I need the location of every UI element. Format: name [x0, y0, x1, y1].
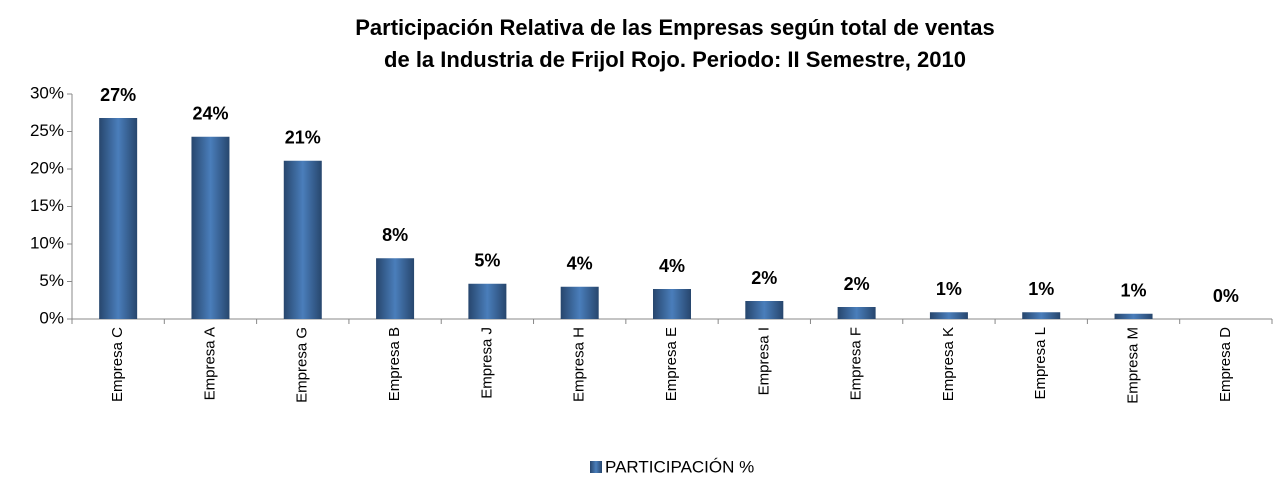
y-tick-label: 15%: [30, 196, 64, 215]
value-label: 5%: [474, 251, 500, 271]
value-label: 1%: [936, 279, 962, 299]
bar: [283, 160, 322, 319]
y-tick-label: 10%: [30, 233, 64, 252]
y-tick-label: 20%: [30, 158, 64, 177]
x-tick-label: Empresa L: [1032, 327, 1049, 400]
bar: [468, 283, 507, 319]
x-tick-label: Empresa M: [1125, 327, 1142, 404]
chart-title: Participación Relativa de las Empresas s…: [355, 15, 994, 40]
value-label: 8%: [382, 225, 408, 245]
legend-swatch: [590, 461, 602, 473]
bar: [1114, 313, 1153, 319]
value-label: 24%: [192, 104, 228, 124]
bar: [653, 289, 691, 319]
value-label: 0%: [1213, 286, 1239, 306]
x-tick-label: Empresa I: [755, 327, 772, 395]
x-tick-label: Empresa F: [848, 327, 865, 400]
x-tick-label: Empresa A: [201, 327, 218, 400]
value-label: 27%: [100, 85, 136, 105]
value-label: 21%: [285, 128, 321, 148]
chart-title: de la Industria de Frijol Rojo. Periodo:…: [384, 47, 966, 72]
x-tick-label: Empresa E: [663, 327, 680, 401]
bar: [99, 118, 138, 319]
x-tick-label: Empresa H: [571, 327, 588, 402]
bar: [560, 286, 599, 319]
bar: [929, 312, 968, 319]
x-tick-label: Empresa G: [294, 327, 311, 403]
value-label: 4%: [567, 254, 593, 274]
bar: [1022, 312, 1061, 319]
bar: [376, 258, 415, 319]
y-tick-label: 25%: [30, 121, 64, 140]
x-tick-label: Empresa K: [940, 327, 957, 401]
y-tick-label: 30%: [30, 83, 64, 102]
x-tick-label: Empresa C: [109, 327, 126, 402]
value-label: 1%: [1028, 279, 1054, 299]
bar: [837, 307, 876, 319]
value-label: 2%: [844, 274, 870, 294]
value-label: 2%: [751, 268, 777, 288]
value-label: 1%: [1121, 281, 1147, 301]
x-tick-label: Empresa J: [478, 327, 495, 399]
value-label: 4%: [659, 256, 685, 276]
x-tick-label: Empresa D: [1217, 327, 1234, 402]
legend-label: PARTICIPACIÓN %: [605, 457, 754, 476]
bar: [191, 136, 230, 319]
bar: [745, 301, 784, 319]
y-tick-label: 5%: [39, 271, 64, 290]
x-tick-label: Empresa B: [386, 327, 403, 401]
y-tick-label: 0%: [39, 308, 64, 327]
